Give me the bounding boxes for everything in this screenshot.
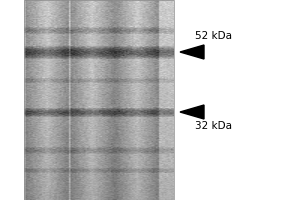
Polygon shape: [180, 105, 204, 119]
Bar: [24, 0, 174, 200]
Text: 52 kDa: 52 kDa: [195, 31, 232, 41]
Text: 32 kDa: 32 kDa: [195, 121, 232, 131]
Polygon shape: [180, 45, 204, 59]
